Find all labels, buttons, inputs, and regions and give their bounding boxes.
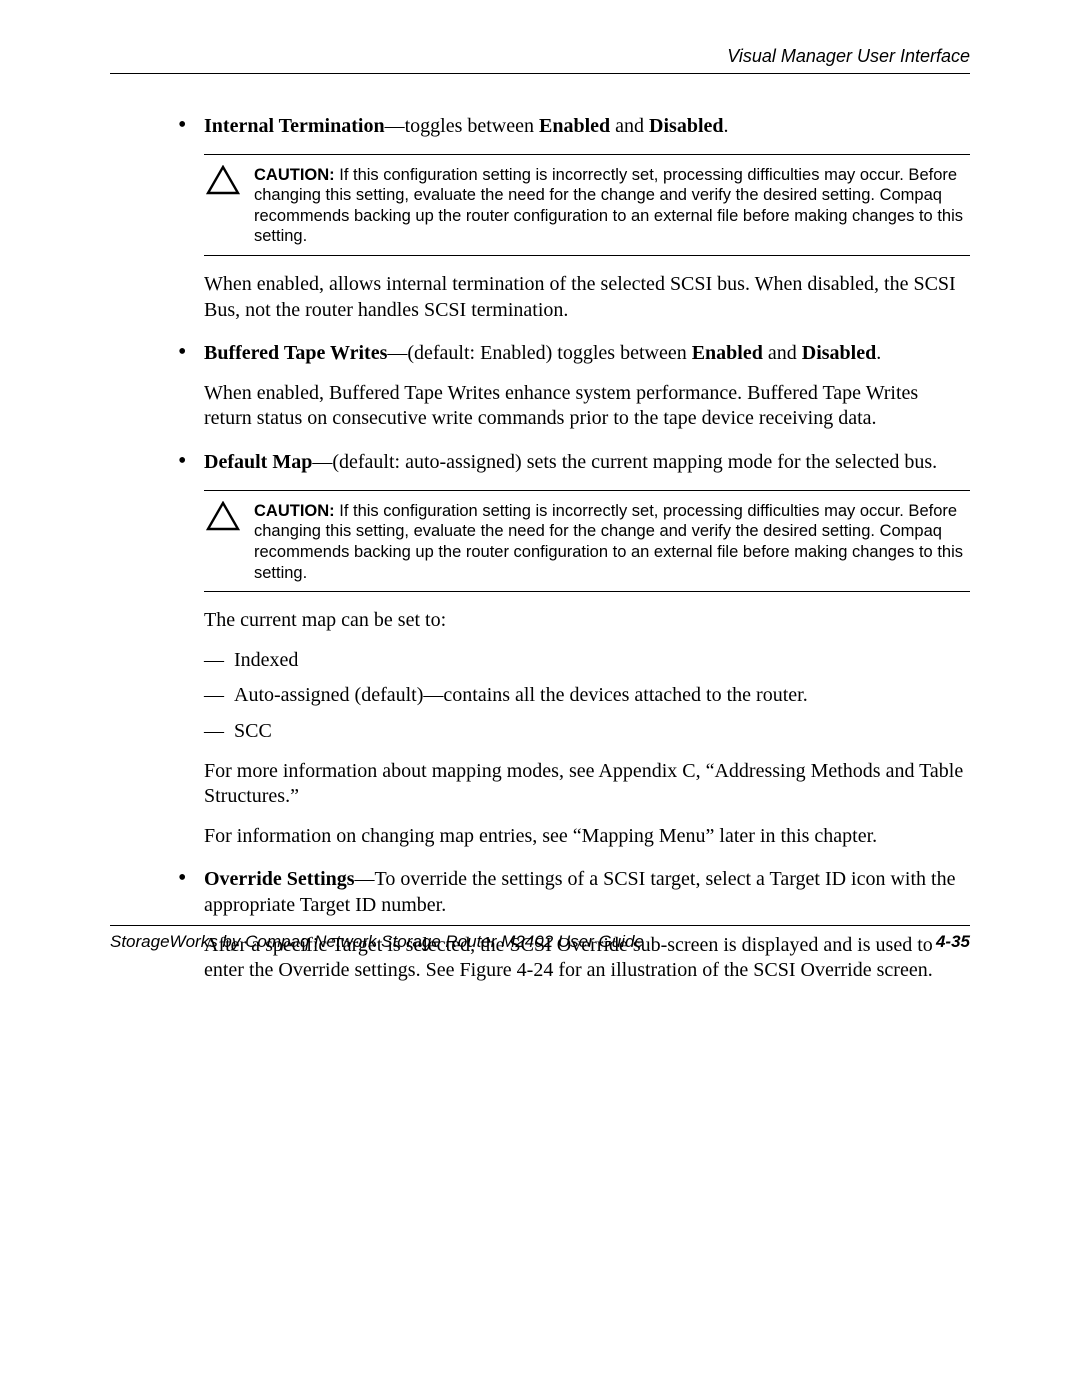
caution-icon — [204, 501, 254, 537]
paragraph: For more information about mapping modes… — [204, 759, 970, 810]
text-span: and — [610, 115, 649, 137]
list-item: Internal Termination—toggles between Ena… — [172, 114, 970, 323]
page-number: 4-35 — [936, 932, 970, 952]
list-item: Buffered Tape Writes—(default: Enabled) … — [172, 341, 970, 432]
term-bold: Override Settings — [204, 868, 355, 890]
caution-body: If this configuration setting is incorre… — [254, 166, 963, 246]
list-item: Default Map—(default: auto-assigned) set… — [172, 450, 970, 849]
caution-box: CAUTION: If this configuration setting i… — [204, 154, 970, 257]
caution-icon — [204, 165, 254, 201]
term-bold: Disabled — [802, 342, 876, 364]
dash-item: Auto-assigned (default)—contains all the… — [204, 683, 970, 709]
term-bold: Default Map — [204, 451, 312, 473]
page-body: Internal Termination—toggles between Ena… — [110, 114, 970, 984]
paragraph: The current map can be set to: — [204, 608, 970, 634]
caution-box: CAUTION: If this configuration setting i… — [204, 490, 970, 593]
term-bold: Internal Termination — [204, 115, 385, 137]
header-title: Visual Manager User Interface — [110, 46, 970, 67]
caution-label: CAUTION: — [254, 166, 335, 184]
caution-text: CAUTION: If this configuration setting i… — [254, 165, 970, 248]
item-title: Internal Termination—toggles between Ena… — [204, 114, 970, 140]
main-bullet-list: Internal Termination—toggles between Ena… — [172, 114, 970, 984]
text-span: —toggles between — [385, 115, 539, 137]
dash-item: Indexed — [204, 648, 970, 674]
term-bold: Enabled — [539, 115, 610, 137]
dash-item: SCC — [204, 719, 970, 745]
term-bold: Buffered Tape Writes — [204, 342, 387, 364]
paragraph: When enabled, Buffered Tape Writes enhan… — [204, 381, 970, 432]
caution-body: If this configuration setting is incorre… — [254, 502, 963, 582]
item-title: Override Settings—To override the settin… — [204, 867, 970, 918]
paragraph: When enabled, allows internal terminatio… — [204, 272, 970, 323]
term-bold: Disabled — [649, 115, 723, 137]
item-title: Default Map—(default: auto-assigned) set… — [204, 450, 970, 476]
item-title: Buffered Tape Writes—(default: Enabled) … — [204, 341, 970, 367]
document-page: Visual Manager User Interface Internal T… — [0, 0, 1080, 1397]
page-header: Visual Manager User Interface — [110, 46, 970, 74]
dash-list: Indexed Auto-assigned (default)—contains… — [204, 648, 970, 745]
text-span: and — [763, 342, 802, 364]
term-bold: Enabled — [692, 342, 763, 364]
caution-text: CAUTION: If this configuration setting i… — [254, 501, 970, 584]
text-span: . — [724, 115, 729, 137]
caution-label: CAUTION: — [254, 502, 335, 520]
text-span: —(default: auto-assigned) sets the curre… — [312, 451, 937, 473]
footer-title: StorageWorks by Compaq Network Storage R… — [110, 932, 644, 952]
text-span: —(default: Enabled) toggles between — [387, 342, 691, 364]
text-span: . — [876, 342, 881, 364]
paragraph: For information on changing map entries,… — [204, 824, 970, 850]
page-footer: StorageWorks by Compaq Network Storage R… — [110, 925, 970, 952]
